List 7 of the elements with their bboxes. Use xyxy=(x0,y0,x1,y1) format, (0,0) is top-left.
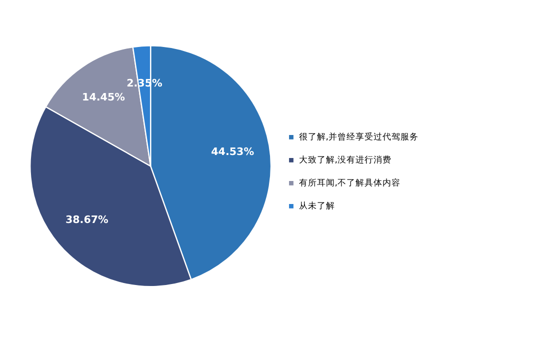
legend-label: 大致了解,没有进行消费 xyxy=(298,154,392,166)
legend-label: 从未了解 xyxy=(298,200,335,212)
legend-label: 有所耳闻,不了解具体内容 xyxy=(298,178,401,189)
data-label: 38.67% xyxy=(65,214,108,226)
legend-label: 很了解,并曾经享受过代驾服务 xyxy=(298,132,419,143)
data-label: 44.53% xyxy=(211,146,254,158)
data-label: 14.45% xyxy=(82,92,125,104)
